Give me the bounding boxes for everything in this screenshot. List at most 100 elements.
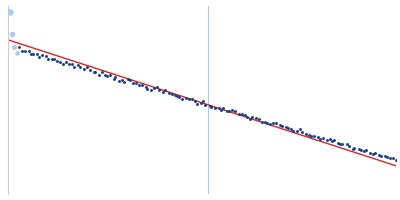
Point xyxy=(200,100,206,103)
Point xyxy=(236,112,242,116)
Point xyxy=(290,129,296,132)
Point xyxy=(34,53,40,56)
Point xyxy=(393,158,400,161)
Point xyxy=(226,109,232,113)
Point xyxy=(252,116,259,119)
Point xyxy=(335,142,341,145)
Point xyxy=(256,118,262,121)
Point xyxy=(11,46,18,49)
Point xyxy=(19,49,26,52)
Point xyxy=(69,63,75,66)
Point xyxy=(77,66,83,69)
Point xyxy=(202,103,208,106)
Point xyxy=(358,149,364,152)
Point xyxy=(160,90,166,94)
Point xyxy=(361,150,367,153)
Point xyxy=(194,102,200,105)
Point xyxy=(264,121,270,125)
Point xyxy=(208,106,214,109)
Point xyxy=(224,109,230,112)
Point xyxy=(297,128,303,131)
Point xyxy=(87,68,94,72)
Point xyxy=(156,89,162,92)
Point xyxy=(22,49,28,53)
Point xyxy=(96,73,102,77)
Point xyxy=(189,97,196,100)
Point xyxy=(121,80,128,83)
Point xyxy=(331,139,338,142)
Point xyxy=(104,74,110,77)
Point xyxy=(179,97,186,101)
Point xyxy=(90,71,97,74)
Point xyxy=(116,79,122,82)
Point xyxy=(192,100,198,103)
Point xyxy=(288,128,294,131)
Point xyxy=(51,57,58,61)
Point xyxy=(36,56,42,59)
Point xyxy=(215,106,222,110)
Point xyxy=(306,133,312,136)
Point xyxy=(339,143,346,146)
Point xyxy=(28,52,34,55)
Point xyxy=(247,118,253,121)
Point xyxy=(311,134,317,137)
Point xyxy=(91,70,98,74)
Point xyxy=(207,105,214,108)
Point xyxy=(308,135,314,138)
Point xyxy=(314,135,321,138)
Point xyxy=(326,137,333,140)
Point xyxy=(363,148,369,151)
Point xyxy=(232,110,238,113)
Point xyxy=(186,98,192,101)
Point xyxy=(258,120,265,123)
Point xyxy=(154,86,160,89)
Point xyxy=(25,50,32,53)
Point xyxy=(244,115,250,118)
Point xyxy=(80,67,87,70)
Point xyxy=(43,55,49,58)
Point xyxy=(273,122,280,125)
Point xyxy=(127,78,133,82)
Point xyxy=(238,113,245,116)
Point xyxy=(130,82,136,85)
Point xyxy=(142,85,149,89)
Point xyxy=(56,60,63,63)
Point xyxy=(30,52,36,55)
Point xyxy=(136,83,142,86)
Point xyxy=(283,125,289,128)
Point xyxy=(166,91,172,94)
Point xyxy=(151,87,158,90)
Point xyxy=(84,65,90,68)
Point xyxy=(356,147,362,151)
Point xyxy=(148,88,154,92)
Point xyxy=(168,92,175,95)
Point xyxy=(372,152,379,155)
Point xyxy=(220,106,226,109)
Point xyxy=(299,130,306,133)
Point xyxy=(107,73,114,76)
Point xyxy=(139,83,145,86)
Point xyxy=(328,139,335,143)
Point xyxy=(45,57,52,60)
Point xyxy=(16,46,22,49)
Point xyxy=(382,154,388,157)
Point xyxy=(386,156,393,160)
Point xyxy=(66,62,72,65)
Point xyxy=(133,81,139,84)
Point xyxy=(229,109,235,112)
Point xyxy=(111,77,117,80)
Point xyxy=(350,147,356,150)
Point xyxy=(75,63,81,66)
Point xyxy=(344,143,350,146)
Point xyxy=(144,87,151,91)
Point xyxy=(176,95,182,98)
Point xyxy=(324,139,330,142)
Point xyxy=(162,88,168,92)
Point xyxy=(60,62,66,65)
Point xyxy=(174,94,180,97)
Point xyxy=(9,33,15,36)
Point xyxy=(369,153,376,156)
Point xyxy=(267,122,274,125)
Point xyxy=(384,155,390,159)
Point xyxy=(262,120,268,123)
